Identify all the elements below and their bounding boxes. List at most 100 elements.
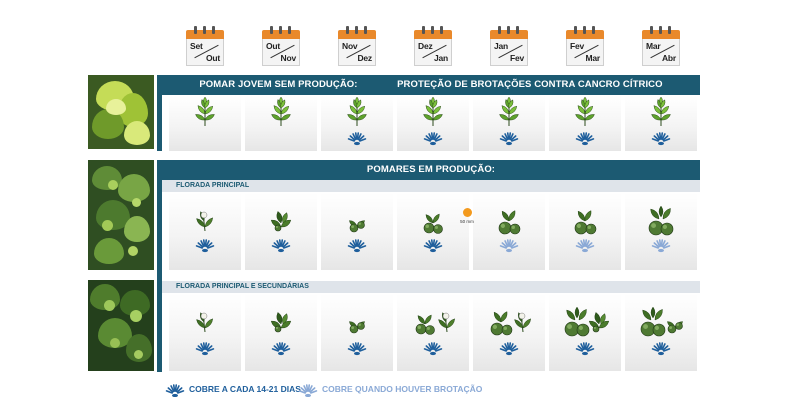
spray-light-icon bbox=[575, 239, 595, 253]
schedule-cell bbox=[549, 294, 621, 371]
schedule-cell bbox=[473, 294, 545, 371]
plant-stage-icon bbox=[564, 306, 610, 356]
schedule-cell bbox=[473, 193, 545, 270]
plant-stage-icon bbox=[195, 96, 215, 126]
plant-stage-icon bbox=[574, 210, 597, 253]
calendar-icon: Mar Abr bbox=[642, 26, 680, 66]
plant-stage-icon bbox=[651, 96, 671, 146]
section2-title: POMARES EM PRODUÇÃO: bbox=[366, 164, 496, 175]
schedule-cell bbox=[397, 96, 469, 151]
florada-principal-label: FLORADA PRINCIPAL bbox=[176, 182, 250, 189]
spray-dark-icon bbox=[575, 342, 595, 356]
spray-dark-icon bbox=[499, 342, 519, 356]
schedule-cell bbox=[321, 193, 393, 270]
plant-stage-icon bbox=[270, 211, 292, 253]
florada-secundarias-header: FLORADA PRINCIPAL E SECUNDÁRIAS bbox=[162, 281, 700, 293]
schedule-cell bbox=[169, 96, 241, 151]
calendar-month-start: Set bbox=[190, 41, 203, 51]
legend-dark: COBRE A CADA 14-21 DIAS bbox=[165, 381, 301, 397]
producing-orchard-photo bbox=[88, 160, 154, 270]
plant-stage-icon bbox=[423, 213, 443, 253]
calendar-month-end: Dez bbox=[357, 53, 372, 63]
legend-light-label: COBRE QUANDO HOUVER BROTAÇÃO bbox=[322, 384, 483, 394]
fruit-size-marker: 50 mm bbox=[457, 208, 477, 224]
section2-header: POMARES EM PRODUÇÃO: bbox=[162, 160, 700, 180]
plant-stage-icon bbox=[490, 311, 531, 356]
plant-stage-icon bbox=[195, 211, 215, 253]
section1-bar bbox=[157, 75, 162, 151]
spray-dark-icon bbox=[423, 342, 443, 356]
schedule-cell bbox=[169, 294, 241, 371]
schedule-cell bbox=[321, 96, 393, 151]
calendar-month-start: Mar bbox=[646, 41, 661, 51]
spray-dark-icon bbox=[575, 132, 595, 146]
young-orchard-photo bbox=[88, 75, 154, 149]
schedule-cell bbox=[321, 294, 393, 371]
multi-flowering-orchard-photo bbox=[88, 280, 154, 371]
calendar-icon: Dez Jan bbox=[414, 26, 452, 66]
spray-dark-icon bbox=[271, 239, 291, 253]
calendar-month-end: Mar bbox=[585, 53, 600, 63]
section2-bar bbox=[157, 160, 162, 372]
plant-stage-icon bbox=[347, 96, 367, 146]
spray-dark-icon bbox=[195, 342, 215, 356]
calendar-icon: Nov Dez bbox=[338, 26, 376, 66]
schedule-cell bbox=[549, 193, 621, 270]
plant-stage-icon bbox=[195, 312, 215, 356]
calendar-month-end: Nov bbox=[280, 53, 297, 63]
calendar-month-start: Fev bbox=[570, 41, 585, 51]
plant-stage-icon bbox=[499, 96, 519, 146]
spray-light-icon bbox=[499, 239, 519, 253]
plant-stage-icon bbox=[423, 96, 443, 146]
spray-dark-icon bbox=[347, 132, 367, 146]
spray-light-icon bbox=[298, 384, 318, 397]
schedule-cell bbox=[169, 193, 241, 270]
spray-dark-icon bbox=[651, 132, 671, 146]
legend-dark-label: COBRE A CADA 14-21 DIAS bbox=[189, 384, 301, 394]
schedule-cell bbox=[473, 96, 545, 151]
plant-stage-icon bbox=[575, 96, 595, 146]
section1-title: POMAR JOVEM SEM PRODUÇÃO: bbox=[199, 79, 358, 90]
plant-stage-icon bbox=[640, 306, 683, 356]
schedule-cell bbox=[245, 193, 317, 270]
calendar-month-start: Nov bbox=[342, 41, 358, 51]
spray-dark-icon bbox=[423, 132, 443, 146]
schedule-cell bbox=[549, 96, 621, 151]
calendar-icon: Jan Fev bbox=[490, 26, 528, 66]
fruit-size-label: 50 mm bbox=[460, 219, 474, 224]
spray-dark-icon bbox=[347, 239, 367, 253]
spray-light-icon bbox=[651, 239, 671, 253]
calendar-month-end: Out bbox=[205, 53, 220, 63]
calendar-icon: Set Out bbox=[186, 26, 224, 66]
spray-dark-icon bbox=[347, 342, 367, 356]
florada-principal-header: FLORADA PRINCIPAL bbox=[162, 180, 700, 192]
calendar-month-end: Fev bbox=[509, 53, 524, 63]
schedule-cell bbox=[625, 294, 697, 371]
calendar-month-end: Jan bbox=[433, 53, 448, 63]
calendar-icon: Fev Mar bbox=[566, 26, 604, 66]
spray-dark-icon bbox=[651, 342, 671, 356]
plant-stage-icon bbox=[415, 312, 455, 356]
plant-stage-icon bbox=[347, 321, 367, 356]
spray-dark-icon bbox=[271, 342, 291, 356]
calendar-icon: Out Nov bbox=[262, 26, 300, 66]
schedule-cell bbox=[625, 193, 697, 270]
calendar-month-start: Dez bbox=[418, 41, 433, 51]
calendar-month-end: Abr bbox=[661, 53, 676, 63]
plant-stage-icon bbox=[648, 205, 674, 253]
plant-stage-icon bbox=[271, 96, 291, 126]
spray-dark-icon bbox=[165, 384, 185, 397]
plant-stage-icon bbox=[498, 210, 521, 253]
legend-light: COBRE QUANDO HOUVER BROTAÇÃO bbox=[298, 381, 482, 397]
schedule-cell bbox=[625, 96, 697, 151]
florada-secundarias-label: FLORADA PRINCIPAL E SECUNDÁRIAS bbox=[176, 283, 309, 290]
section1-subtitle: PROTEÇÃO DE BROTAÇÕES CONTRA CANCRO CÍTR… bbox=[397, 79, 663, 90]
section1-header: POMAR JOVEM SEM PRODUÇÃO: PROTEÇÃO DE BR… bbox=[162, 75, 700, 95]
calendar-month-start: Jan bbox=[494, 41, 509, 51]
spray-dark-icon bbox=[499, 132, 519, 146]
plant-stage-icon bbox=[270, 312, 292, 356]
schedule-cell bbox=[245, 294, 317, 371]
schedule-cell bbox=[397, 294, 469, 371]
spray-dark-icon bbox=[423, 239, 443, 253]
